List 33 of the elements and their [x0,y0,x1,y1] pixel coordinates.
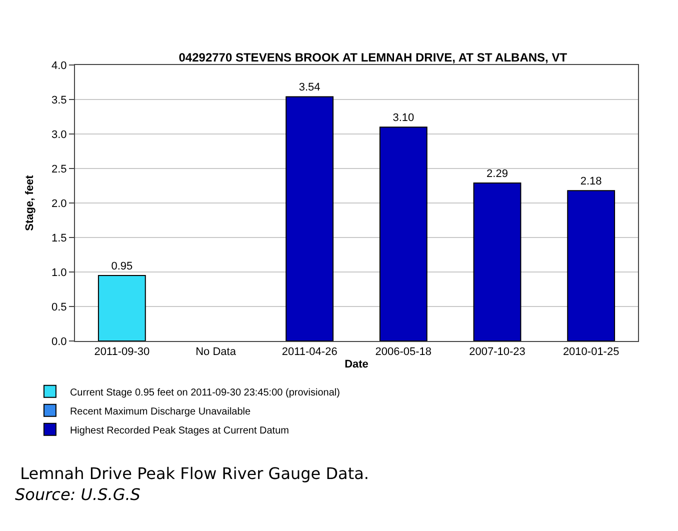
source-note: Source: U.S.G.S [15,485,140,504]
y-tick-label: 2.0 [52,198,67,210]
x-axis-title: Date [344,358,368,370]
legend-label: Recent Maximum Discharge Unavailable [70,406,252,418]
chart-title: 04292770 STEVENS BROOK AT LEMNAH DRIVE, AT ST ALBANS, VT [178,50,568,64]
data-label: 3.54 [298,82,320,94]
data-label: 3.10 [392,112,414,124]
data-label: 2.29 [486,168,508,180]
x-tick-label: 2011-09-30 [94,346,150,358]
x-tick-label: 2010-01-25 [562,346,620,358]
bar [473,182,522,341]
y-tick-label: 4.0 [52,60,67,72]
legend-label: Highest Recorded Peak Stages at Current Datum [70,425,289,436]
y-axis-title: Stage, feet [24,174,36,231]
bar [567,190,616,341]
bar [379,126,428,341]
legend-label: Current Stage 0.95 feet on 2011-09-30 23:45:00 (provisional) [70,387,340,398]
y-tick-label: 0.0 [52,336,67,348]
x-tick-label: 2007-10-23 [469,346,526,358]
data-label: 2.18 [580,176,602,188]
x-tick-label: 2006-05-18 [375,346,432,358]
x-tick-label: No Data [196,346,237,358]
x-tick-label: 2011-04-26 [282,346,338,358]
y-tick-label: 0.5 [52,301,67,314]
bar [286,96,334,341]
y-tick-label: 2.5 [52,163,67,176]
text: Lemnah Drive Peak Flow River Gauge Data. [15,464,370,483]
y-tick-label: 3.0 [52,128,67,141]
y-tick-label: 1.5 [52,232,67,244]
y-tick-label: 3.5 [52,94,67,106]
bar [98,274,146,341]
y-tick-label: 1.0 [52,266,67,279]
data-label: 0.95 [111,260,133,272]
